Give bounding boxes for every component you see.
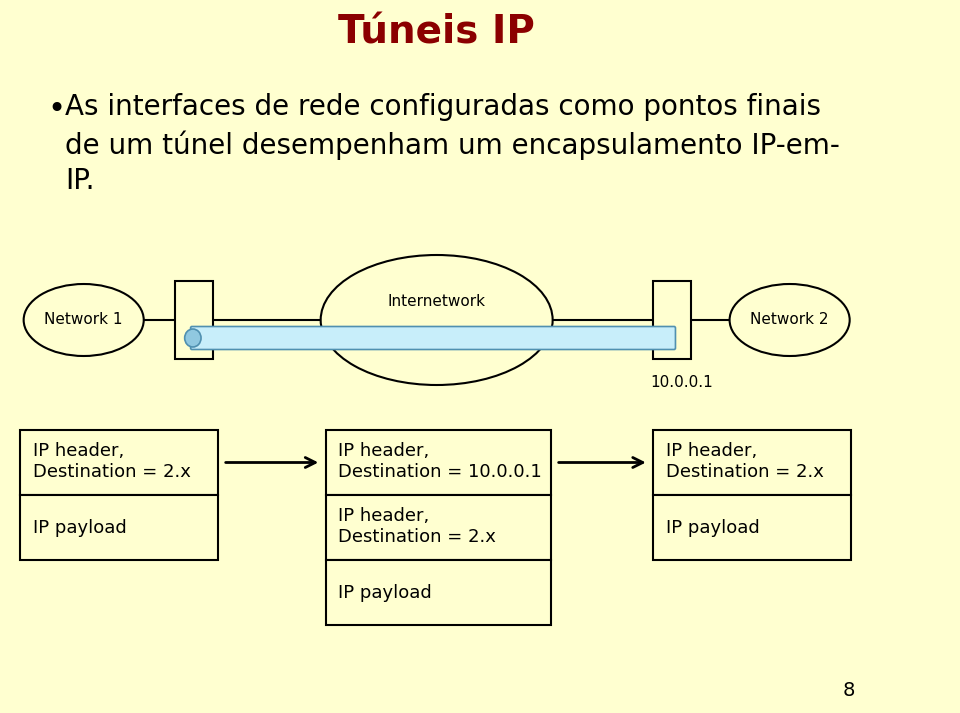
- Text: IP payload: IP payload: [33, 519, 127, 537]
- Bar: [20, 430, 218, 495]
- Text: Destination = 2.x: Destination = 2.x: [33, 463, 191, 481]
- Circle shape: [184, 329, 201, 347]
- Text: Network 2: Network 2: [751, 312, 828, 327]
- Bar: [325, 560, 551, 625]
- Text: IP header,: IP header,: [339, 507, 430, 525]
- Text: Destination = 10.0.0.1: Destination = 10.0.0.1: [339, 463, 542, 481]
- Bar: [653, 281, 691, 359]
- Text: Network 1: Network 1: [44, 312, 123, 327]
- Ellipse shape: [321, 255, 553, 385]
- Text: IP header,: IP header,: [666, 442, 757, 460]
- Text: de um túnel desempenham um encapsulamento IP-em-: de um túnel desempenham um encapsulament…: [65, 130, 840, 160]
- Text: IP header,: IP header,: [33, 442, 124, 460]
- Text: 8: 8: [843, 681, 855, 700]
- Text: IP payload: IP payload: [339, 584, 432, 602]
- Bar: [653, 430, 852, 495]
- Bar: [325, 430, 551, 495]
- Text: Internetwork: Internetwork: [388, 294, 486, 309]
- Text: IP.: IP.: [65, 167, 95, 195]
- Text: As interfaces de rede configuradas como pontos finais: As interfaces de rede configuradas como …: [65, 93, 822, 121]
- Ellipse shape: [730, 284, 850, 356]
- Bar: [653, 495, 852, 560]
- Bar: [20, 495, 218, 560]
- Ellipse shape: [24, 284, 144, 356]
- Text: •: •: [47, 95, 65, 124]
- FancyBboxPatch shape: [191, 327, 676, 349]
- Text: IP payload: IP payload: [666, 519, 759, 537]
- Text: R1: R1: [183, 299, 204, 314]
- Text: IP header,: IP header,: [339, 442, 430, 460]
- Text: R2: R2: [662, 299, 683, 314]
- Bar: [175, 281, 213, 359]
- Text: Túneis IP: Túneis IP: [338, 13, 535, 51]
- Text: Destination = 2.x: Destination = 2.x: [339, 528, 496, 546]
- Bar: [325, 495, 551, 560]
- Text: Destination = 2.x: Destination = 2.x: [666, 463, 824, 481]
- Text: 10.0.0.1: 10.0.0.1: [650, 375, 712, 390]
